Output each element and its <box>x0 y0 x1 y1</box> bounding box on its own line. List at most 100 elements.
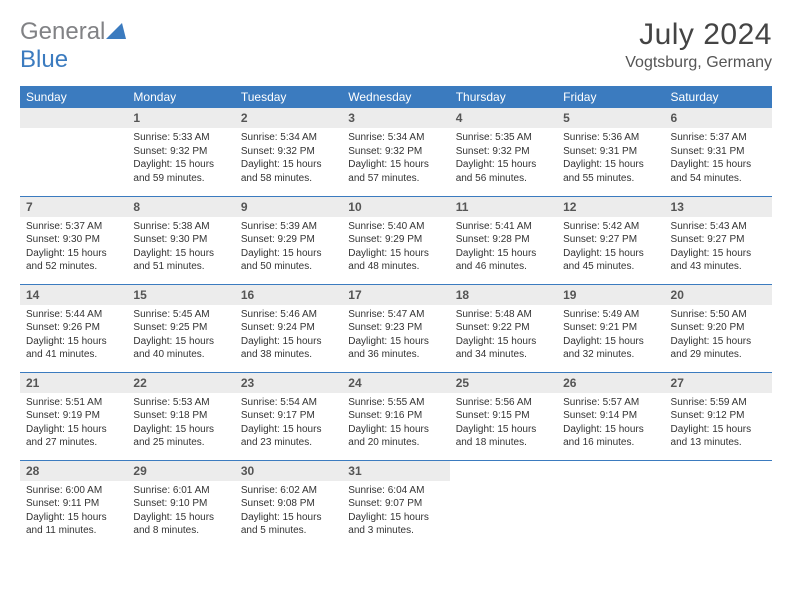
calendar-day-cell: 28Sunrise: 6:00 AMSunset: 9:11 PMDayligh… <box>20 460 127 548</box>
sunrise-line: Sunrise: 5:37 AM <box>26 220 121 234</box>
day-body: Sunrise: 6:04 AMSunset: 9:07 PMDaylight:… <box>342 481 449 544</box>
day-body: Sunrise: 5:37 AMSunset: 9:30 PMDaylight:… <box>20 217 127 280</box>
daylight-line: Daylight: 15 hours and 20 minutes. <box>348 423 443 450</box>
day-body: Sunrise: 5:48 AMSunset: 9:22 PMDaylight:… <box>450 305 557 368</box>
sunrise-line: Sunrise: 5:45 AM <box>133 308 228 322</box>
day-body: Sunrise: 5:55 AMSunset: 9:16 PMDaylight:… <box>342 393 449 456</box>
logo: General Blue <box>20 18 126 74</box>
sunrise-line: Sunrise: 5:42 AM <box>563 220 658 234</box>
day-number: 4 <box>450 108 557 128</box>
daylight-line: Daylight: 15 hours and 52 minutes. <box>26 247 121 274</box>
sunset-line: Sunset: 9:20 PM <box>671 321 766 335</box>
daylight-line: Daylight: 15 hours and 16 minutes. <box>563 423 658 450</box>
day-number: 9 <box>235 197 342 217</box>
sunrise-line: Sunrise: 5:39 AM <box>241 220 336 234</box>
calendar-day-cell: 29Sunrise: 6:01 AMSunset: 9:10 PMDayligh… <box>127 460 234 548</box>
logo-triangle-icon <box>106 18 126 46</box>
sunrise-line: Sunrise: 5:56 AM <box>456 396 551 410</box>
daylight-line: Daylight: 15 hours and 51 minutes. <box>133 247 228 274</box>
day-body: Sunrise: 5:54 AMSunset: 9:17 PMDaylight:… <box>235 393 342 456</box>
day-body: Sunrise: 5:59 AMSunset: 9:12 PMDaylight:… <box>665 393 772 456</box>
day-number: 12 <box>557 197 664 217</box>
calendar-day-cell: 16Sunrise: 5:46 AMSunset: 9:24 PMDayligh… <box>235 284 342 372</box>
sunset-line: Sunset: 9:08 PM <box>241 497 336 511</box>
day-number: 24 <box>342 373 449 393</box>
day-body: Sunrise: 5:34 AMSunset: 9:32 PMDaylight:… <box>235 128 342 191</box>
calendar-day-cell: 12Sunrise: 5:42 AMSunset: 9:27 PMDayligh… <box>557 196 664 284</box>
day-number: 20 <box>665 285 772 305</box>
calendar-week-row: 21Sunrise: 5:51 AMSunset: 9:19 PMDayligh… <box>20 372 772 460</box>
sunrise-line: Sunrise: 5:46 AM <box>241 308 336 322</box>
day-number: 17 <box>342 285 449 305</box>
day-number: 30 <box>235 461 342 481</box>
sunset-line: Sunset: 9:32 PM <box>133 145 228 159</box>
calendar-day-cell: 23Sunrise: 5:54 AMSunset: 9:17 PMDayligh… <box>235 372 342 460</box>
day-body: Sunrise: 5:47 AMSunset: 9:23 PMDaylight:… <box>342 305 449 368</box>
daylight-line: Daylight: 15 hours and 32 minutes. <box>563 335 658 362</box>
day-number: 1 <box>127 108 234 128</box>
sunset-line: Sunset: 9:31 PM <box>563 145 658 159</box>
sunset-line: Sunset: 9:30 PM <box>26 233 121 247</box>
day-number: 13 <box>665 197 772 217</box>
sunrise-line: Sunrise: 5:44 AM <box>26 308 121 322</box>
location: Vogtsburg, Germany <box>625 54 772 72</box>
sunrise-line: Sunrise: 5:57 AM <box>563 396 658 410</box>
sunset-line: Sunset: 9:27 PM <box>671 233 766 247</box>
sunrise-line: Sunrise: 5:49 AM <box>563 308 658 322</box>
day-body: Sunrise: 5:36 AMSunset: 9:31 PMDaylight:… <box>557 128 664 191</box>
day-number: 18 <box>450 285 557 305</box>
daylight-line: Daylight: 15 hours and 59 minutes. <box>133 158 228 185</box>
sunrise-line: Sunrise: 5:41 AM <box>456 220 551 234</box>
calendar-day-cell <box>20 108 127 196</box>
calendar-day-cell: 2Sunrise: 5:34 AMSunset: 9:32 PMDaylight… <box>235 108 342 196</box>
calendar-week-row: 28Sunrise: 6:00 AMSunset: 9:11 PMDayligh… <box>20 460 772 548</box>
sunset-line: Sunset: 9:07 PM <box>348 497 443 511</box>
daylight-line: Daylight: 15 hours and 36 minutes. <box>348 335 443 362</box>
daylight-line: Daylight: 15 hours and 54 minutes. <box>671 158 766 185</box>
weekday-header: Sunday <box>20 86 127 108</box>
sunset-line: Sunset: 9:32 PM <box>456 145 551 159</box>
calendar-day-cell: 11Sunrise: 5:41 AMSunset: 9:28 PMDayligh… <box>450 196 557 284</box>
weekday-header: Monday <box>127 86 234 108</box>
day-body: Sunrise: 5:45 AMSunset: 9:25 PMDaylight:… <box>127 305 234 368</box>
sunrise-line: Sunrise: 5:37 AM <box>671 131 766 145</box>
calendar-day-cell <box>557 460 664 548</box>
daylight-line: Daylight: 15 hours and 46 minutes. <box>456 247 551 274</box>
day-body: Sunrise: 5:42 AMSunset: 9:27 PMDaylight:… <box>557 217 664 280</box>
month-title: July 2024 <box>625 18 772 52</box>
daylight-line: Daylight: 15 hours and 25 minutes. <box>133 423 228 450</box>
calendar-day-cell: 20Sunrise: 5:50 AMSunset: 9:20 PMDayligh… <box>665 284 772 372</box>
day-body: Sunrise: 5:49 AMSunset: 9:21 PMDaylight:… <box>557 305 664 368</box>
day-number: 26 <box>557 373 664 393</box>
weekday-header: Thursday <box>450 86 557 108</box>
sunset-line: Sunset: 9:30 PM <box>133 233 228 247</box>
daylight-line: Daylight: 15 hours and 13 minutes. <box>671 423 766 450</box>
sunrise-line: Sunrise: 5:33 AM <box>133 131 228 145</box>
daylight-line: Daylight: 15 hours and 45 minutes. <box>563 247 658 274</box>
calendar-week-row: 14Sunrise: 5:44 AMSunset: 9:26 PMDayligh… <box>20 284 772 372</box>
day-body: Sunrise: 6:02 AMSunset: 9:08 PMDaylight:… <box>235 481 342 544</box>
sunset-line: Sunset: 9:14 PM <box>563 409 658 423</box>
daylight-line: Daylight: 15 hours and 38 minutes. <box>241 335 336 362</box>
day-body: Sunrise: 5:39 AMSunset: 9:29 PMDaylight:… <box>235 217 342 280</box>
calendar-day-cell: 22Sunrise: 5:53 AMSunset: 9:18 PMDayligh… <box>127 372 234 460</box>
calendar-body: 1Sunrise: 5:33 AMSunset: 9:32 PMDaylight… <box>20 108 772 548</box>
day-number: 25 <box>450 373 557 393</box>
sunset-line: Sunset: 9:32 PM <box>241 145 336 159</box>
day-number: 5 <box>557 108 664 128</box>
sunset-line: Sunset: 9:11 PM <box>26 497 121 511</box>
day-number: 19 <box>557 285 664 305</box>
sunset-line: Sunset: 9:15 PM <box>456 409 551 423</box>
sunrise-line: Sunrise: 5:34 AM <box>348 131 443 145</box>
sunrise-line: Sunrise: 6:02 AM <box>241 484 336 498</box>
sunset-line: Sunset: 9:27 PM <box>563 233 658 247</box>
day-body: Sunrise: 5:38 AMSunset: 9:30 PMDaylight:… <box>127 217 234 280</box>
daylight-line: Daylight: 15 hours and 56 minutes. <box>456 158 551 185</box>
weekday-header: Tuesday <box>235 86 342 108</box>
sunrise-line: Sunrise: 5:59 AM <box>671 396 766 410</box>
calendar-day-cell: 10Sunrise: 5:40 AMSunset: 9:29 PMDayligh… <box>342 196 449 284</box>
sunset-line: Sunset: 9:25 PM <box>133 321 228 335</box>
sunrise-line: Sunrise: 5:40 AM <box>348 220 443 234</box>
page-header: General Blue July 2024 Vogtsburg, German… <box>20 18 772 74</box>
calendar-day-cell: 8Sunrise: 5:38 AMSunset: 9:30 PMDaylight… <box>127 196 234 284</box>
